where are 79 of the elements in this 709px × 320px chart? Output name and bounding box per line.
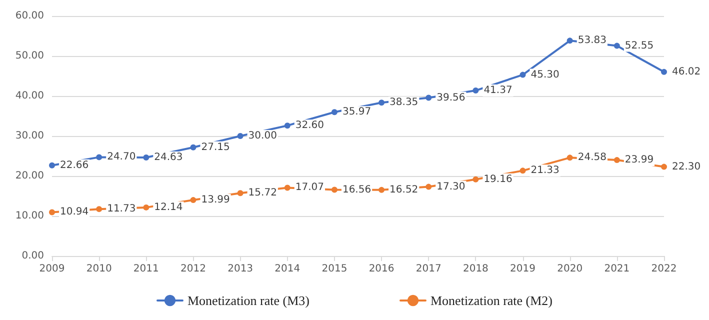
- data-label: 41.37: [484, 85, 512, 96]
- legend-label: Monetization rate (M2): [430, 293, 553, 308]
- y-tick-label: 30.00: [15, 130, 44, 142]
- data-label: 22.30: [672, 161, 701, 172]
- point: [331, 109, 338, 116]
- point: [520, 72, 526, 78]
- data-label: 11.73: [107, 204, 136, 215]
- x-tick-label: 2014: [274, 264, 300, 274]
- point: [49, 162, 55, 168]
- data-label: 39.56: [436, 92, 466, 104]
- data-label: 13.99: [201, 194, 230, 206]
- x-tick-label: 2012: [180, 264, 206, 274]
- point: [284, 184, 290, 191]
- data-label: 22.66: [60, 160, 89, 171]
- data-label: 16.52: [390, 184, 418, 196]
- point: [190, 144, 196, 150]
- point: [237, 133, 244, 139]
- y-tick-label: 20.00: [15, 170, 44, 182]
- x-tick-label: 2020: [557, 264, 583, 274]
- point: [614, 42, 620, 49]
- point: [378, 186, 385, 193]
- legend-label: Monetization rate (M3): [187, 293, 310, 308]
- x-tick-label: 2018: [462, 264, 488, 274]
- x-tick-label: 2016: [368, 264, 394, 274]
- y-tick-label: 10.00: [15, 210, 44, 222]
- x-tick-label: 2022: [651, 264, 677, 274]
- data-label: 15.72: [248, 188, 277, 199]
- point: [566, 38, 573, 44]
- data-label: 17.07: [295, 182, 324, 194]
- data-label: 53.83: [578, 35, 606, 46]
- data-label: 46.02: [672, 66, 701, 78]
- point: [472, 176, 479, 182]
- point: [49, 209, 55, 216]
- point: [96, 206, 102, 212]
- point: [472, 88, 479, 94]
- data-label: 24.58: [578, 152, 606, 164]
- point: [614, 157, 620, 164]
- data-label: 30.00: [248, 130, 277, 142]
- data-label: 19.16: [484, 174, 512, 185]
- data-label: 24.70: [107, 152, 136, 163]
- data-label: 12.14: [154, 202, 183, 213]
- y-tick-label: 40.00: [15, 90, 44, 102]
- x-tick-label: 2017: [416, 264, 442, 274]
- point: [237, 190, 244, 196]
- x-tick-label: 2011: [133, 264, 159, 274]
- x-tick-label: 2010: [86, 264, 112, 274]
- data-label: 45.30: [530, 69, 560, 80]
- x-tick-label: 2015: [322, 264, 348, 274]
- point: [661, 68, 667, 75]
- data-label: 21.33: [530, 165, 560, 176]
- y-tick-label: 60.00: [15, 10, 44, 22]
- point: [331, 186, 338, 193]
- data-label: 10.94: [60, 206, 89, 218]
- y-tick-label: 50.00: [15, 50, 44, 62]
- x-tick-label: 2021: [604, 264, 630, 274]
- point: [566, 154, 573, 161]
- data-label: 23.99: [624, 154, 654, 166]
- point: [661, 164, 667, 170]
- x-tick-label: 2019: [510, 264, 536, 274]
- point: [143, 204, 150, 210]
- data-label: 24.63: [154, 152, 183, 163]
- data-label: 52.55: [624, 40, 654, 52]
- y-tick-label: 0.00: [22, 250, 44, 262]
- data-label: 16.56: [342, 184, 372, 196]
- point: [426, 184, 432, 190]
- point: [520, 168, 526, 174]
- point: [96, 154, 102, 160]
- data-label: 38.35: [390, 97, 418, 108]
- point: [378, 100, 385, 106]
- point: [143, 154, 150, 160]
- point: [284, 122, 290, 129]
- data-label: 27.15: [201, 142, 230, 153]
- x-tick-label: 2013: [228, 264, 254, 274]
- data-label: 17.30: [436, 181, 466, 192]
- x-tick-label: 2009: [39, 264, 65, 274]
- point: [190, 197, 196, 204]
- data-label: 35.97: [342, 106, 372, 118]
- data-label: 32.60: [295, 120, 324, 132]
- point: [426, 94, 432, 101]
